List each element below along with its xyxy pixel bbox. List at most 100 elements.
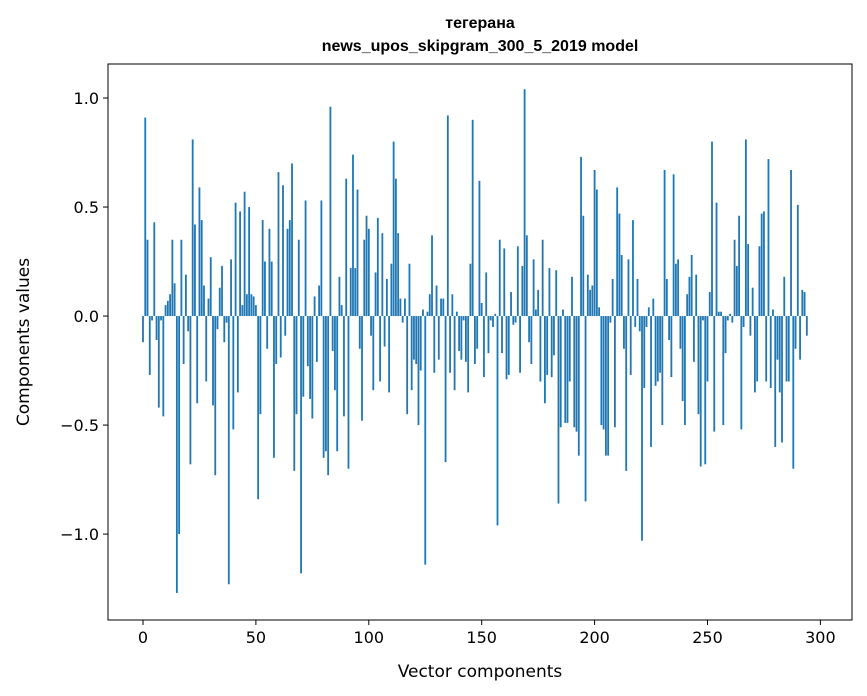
bar-218 [634,316,637,327]
bar-257 [722,316,725,426]
bar-176 [539,316,542,382]
bar-36 [223,316,226,343]
bar-207 [609,316,612,323]
bar-54 [264,261,266,317]
bar-88 [340,305,343,317]
bar-215 [627,259,630,317]
bar-221 [641,316,643,541]
bar-71 [302,316,305,397]
bar-9 [162,316,165,417]
bar-217 [632,220,634,317]
bar-115 [401,316,404,323]
bar-156 [494,313,497,317]
bar-95 [356,189,359,317]
bar-159 [501,316,503,354]
bar-75 [311,316,314,419]
bar-31 [212,316,214,406]
bar-107 [383,316,386,347]
x-tick-label: 250 [692,628,723,647]
bar-56 [268,228,271,317]
bar-274 [760,213,763,317]
bar-87 [338,276,341,317]
bar-200 [593,169,596,317]
bar-37 [225,316,228,323]
bar-123 [419,316,422,371]
bar-272 [756,316,759,382]
bar-44 [241,305,244,317]
bar-141 [460,316,463,360]
bar-234 [670,316,673,378]
bar-250 [706,316,709,382]
bar-99 [365,215,368,317]
bar-151 [483,316,485,378]
bar-201 [595,189,598,317]
bar-174 [534,309,537,317]
bar-100 [367,228,370,317]
bar-65 [288,220,291,317]
bar-74 [309,316,311,399]
bar-103 [374,272,377,317]
x-tick-label: 50 [246,628,266,647]
bar-140 [458,316,461,351]
bar-94 [354,268,357,317]
bar-134 [444,316,447,463]
bar-51 [257,316,260,500]
bar-93 [352,154,354,317]
bar-271 [754,316,756,393]
y-tick-label: 1.0 [74,89,99,108]
bar-138 [453,316,456,391]
bar-13 [171,239,174,317]
bar-66 [291,163,293,317]
bar-132 [440,298,442,317]
bar-175 [537,289,540,317]
bar-53 [261,220,264,317]
bar-208 [611,278,614,317]
bar-198 [589,289,591,317]
x-tick-label: 300 [805,628,836,647]
bar-21 [189,316,192,465]
bar-117 [406,316,409,415]
bar-233 [668,316,671,341]
bar-3 [148,316,151,375]
bar-155 [492,316,494,327]
bar-227 [654,316,657,386]
bar-73 [306,316,309,367]
bar-182 [553,316,555,356]
bar-111 [392,141,395,317]
bar-183 [555,270,558,317]
bar-153 [487,316,490,354]
bar-193 [577,316,580,456]
bar-62 [282,185,284,317]
chart-title-line-2: news_upos_skipgram_300_5_2019 model [322,38,639,55]
bar-108 [385,278,388,317]
bar-154 [489,316,492,321]
y-tick-label: −1.0 [60,525,99,544]
bar-106 [381,233,384,317]
bar-267 [744,139,747,317]
bar-191 [573,316,576,428]
bar-255 [717,311,720,317]
bar-89 [343,316,345,417]
bar-254 [715,202,718,317]
bar-252 [711,141,713,317]
bar-199 [591,285,594,317]
bar-239 [681,316,684,402]
bar-77 [315,316,318,362]
bar-82 [327,316,330,476]
bar-110 [390,263,393,317]
bar-58 [273,316,275,458]
bar-131 [437,316,440,360]
bar-26 [200,220,203,317]
bar-98 [363,239,366,317]
bar-17 [180,239,183,317]
bar-246 [697,316,700,415]
y-axis: −1.0 −0.5 0.0 0.5 1.0 [60,89,108,544]
bar-148 [476,316,479,349]
bar-112 [394,178,397,317]
bar-63 [284,316,287,336]
bar-150 [480,302,483,317]
bar-34 [218,287,221,317]
bar-243 [690,255,693,317]
bar-293 [803,292,806,317]
bar-189 [568,316,571,382]
